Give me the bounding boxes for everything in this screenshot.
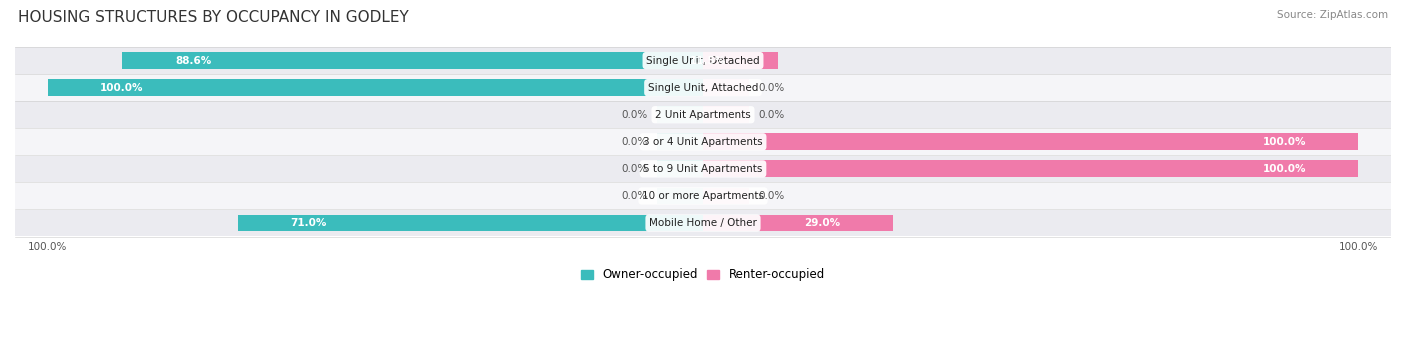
Text: 0.0%: 0.0% <box>759 110 785 120</box>
Text: 88.6%: 88.6% <box>174 56 211 65</box>
Text: HOUSING STRUCTURES BY OCCUPANCY IN GODLEY: HOUSING STRUCTURES BY OCCUPANCY IN GODLE… <box>18 10 409 25</box>
Bar <box>657 133 703 150</box>
Text: 71.0%: 71.0% <box>290 218 326 228</box>
Bar <box>703 161 749 177</box>
Text: Source: ZipAtlas.com: Source: ZipAtlas.com <box>1277 10 1388 20</box>
Text: 0.0%: 0.0% <box>759 83 785 93</box>
Bar <box>703 188 749 204</box>
Bar <box>657 161 703 177</box>
Bar <box>703 52 779 69</box>
Text: 100.0%: 100.0% <box>100 83 143 93</box>
Text: Mobile Home / Other: Mobile Home / Other <box>650 218 756 228</box>
Text: 0.0%: 0.0% <box>759 191 785 201</box>
Bar <box>703 79 749 96</box>
Bar <box>657 79 703 96</box>
Bar <box>15 155 1391 182</box>
Text: 5 to 9 Unit Apartments: 5 to 9 Unit Apartments <box>644 164 762 174</box>
Text: 100.0%: 100.0% <box>1263 164 1306 174</box>
Bar <box>703 214 893 232</box>
Bar <box>703 161 1358 177</box>
Bar <box>238 214 703 232</box>
Text: Single Unit, Detached: Single Unit, Detached <box>647 56 759 65</box>
Bar <box>703 161 1358 177</box>
Legend: Owner-occupied, Renter-occupied: Owner-occupied, Renter-occupied <box>576 263 830 286</box>
Bar <box>703 214 749 232</box>
Text: 0.0%: 0.0% <box>621 137 647 147</box>
Bar <box>657 52 703 69</box>
Text: 0.0%: 0.0% <box>621 110 647 120</box>
Bar <box>703 133 1358 150</box>
Text: 11.5%: 11.5% <box>690 56 725 65</box>
Bar <box>15 183 1391 209</box>
Bar <box>15 210 1391 236</box>
Text: 3 or 4 Unit Apartments: 3 or 4 Unit Apartments <box>643 137 763 147</box>
Bar <box>122 52 703 69</box>
Text: 2 Unit Apartments: 2 Unit Apartments <box>655 110 751 120</box>
Text: 100.0%: 100.0% <box>1263 137 1306 147</box>
Bar <box>15 129 1391 155</box>
Bar <box>15 74 1391 101</box>
Bar <box>15 47 1391 74</box>
Bar <box>48 79 703 96</box>
Text: 10 or more Apartments: 10 or more Apartments <box>643 191 763 201</box>
Bar <box>122 52 703 69</box>
Bar <box>657 214 703 232</box>
Bar <box>703 133 749 150</box>
Bar <box>238 214 703 232</box>
Bar <box>657 188 703 204</box>
Text: 0.0%: 0.0% <box>621 164 647 174</box>
Bar <box>703 52 749 69</box>
Bar <box>703 214 893 232</box>
Bar <box>48 79 703 96</box>
Text: Single Unit, Attached: Single Unit, Attached <box>648 83 758 93</box>
Bar <box>657 106 703 123</box>
Bar <box>703 133 1358 150</box>
Bar <box>703 52 779 69</box>
Bar <box>703 106 749 123</box>
Bar <box>15 102 1391 128</box>
Text: 29.0%: 29.0% <box>804 218 841 228</box>
Text: 0.0%: 0.0% <box>621 191 647 201</box>
